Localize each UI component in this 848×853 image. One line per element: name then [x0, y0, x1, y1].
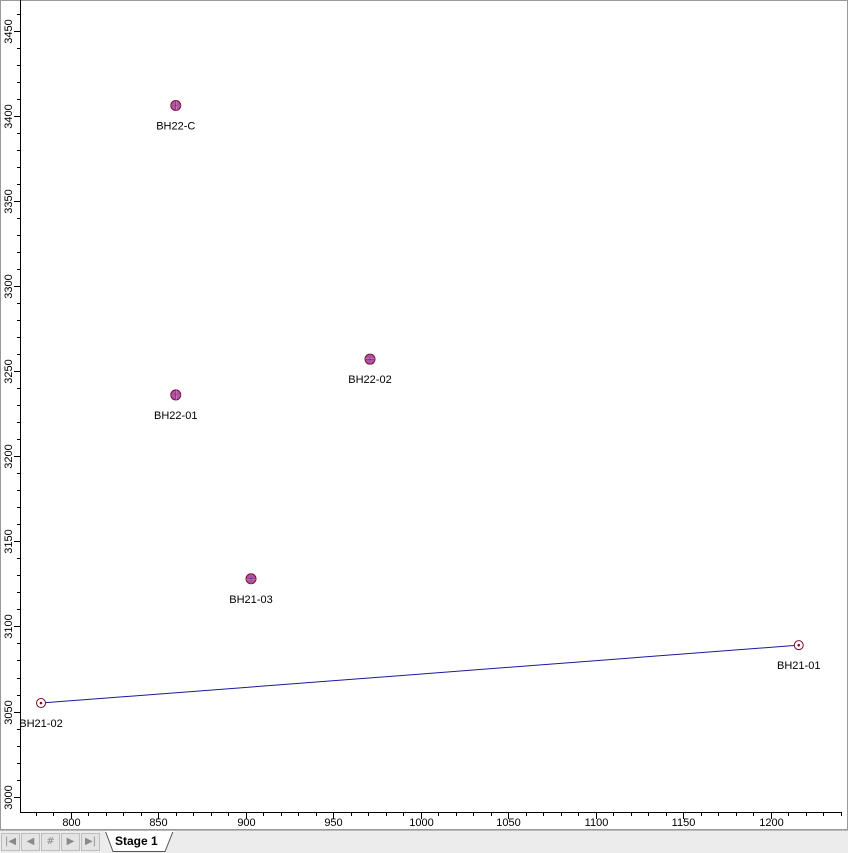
x-tick-label: 900: [237, 817, 255, 829]
y-tick-label: 3150: [3, 529, 15, 553]
borehole-label: BH22-C: [156, 121, 195, 133]
y-tick-label: 3450: [3, 19, 15, 43]
hash-icon[interactable]: #: [41, 833, 60, 851]
y-tick-label: 3100: [3, 614, 15, 638]
borehole-label: BH21-02: [19, 718, 62, 730]
x-tick-label: 1150: [672, 817, 696, 829]
y-tick-label: 3300: [3, 274, 15, 298]
y-tick-label: 3350: [3, 189, 15, 213]
hash-glyph: #: [46, 836, 55, 847]
x-tick-label: 1050: [496, 817, 520, 829]
x-tick-label: 1100: [585, 817, 609, 829]
section-line: [40, 644, 799, 704]
section-lines: [40, 644, 799, 704]
y-tick-label: 3200: [3, 444, 15, 468]
borehole-plan-chart[interactable]: 800 850 900 950 1000 1050 1100 1150 1200 3000 3050…: [0, 0, 848, 830]
x-tick-label: 800: [62, 817, 80, 829]
y-tick-label: 3000: [3, 785, 15, 809]
last-icon[interactable]: ▶|: [81, 833, 100, 851]
major-ticks: [14, 31, 772, 819]
prev-icon[interactable]: ◀: [21, 833, 40, 851]
first-icon[interactable]: |◀: [1, 833, 20, 851]
tab-stage-label: Stage 1: [115, 834, 158, 848]
sheet-tab-bar: |◀ ◀ # ▶ ▶| Stage 1: [0, 830, 848, 853]
borehole-marker[interactable]: [170, 100, 182, 112]
borehole-marker[interactable]: [245, 573, 257, 585]
borehole-label: BH22-01: [154, 410, 197, 422]
borehole-marker[interactable]: [170, 389, 182, 401]
x-tick-label: 1200: [759, 817, 783, 829]
tab-shape: [105, 831, 175, 852]
y-tick-label: 3400: [3, 104, 15, 128]
borehole-marker[interactable]: [364, 353, 376, 365]
borehole-label: BH22-02: [348, 374, 391, 386]
y-tick-label: 3250: [3, 359, 15, 383]
borehole-marker[interactable]: [793, 640, 804, 651]
x-tick-label: 1000: [409, 817, 433, 829]
x-tick-label: 850: [149, 817, 167, 829]
borehole-labels: BH22-C BH22-02 BH22-01 BH21-03 BH21-01 BH21-0…: [19, 121, 820, 731]
borehole-markers: [36, 100, 804, 709]
plan-view-frame: 800 850 900 950 1000 1050 1100 1150 1200 3000 3050…: [0, 0, 848, 830]
x-tick-label: 950: [324, 817, 342, 829]
tick-labels: 800 850 900 950 1000 1050 1100 1150 1200 3000 3050…: [3, 19, 784, 829]
plot-border: [0, 0, 848, 830]
borehole-label: BH21-03: [229, 594, 272, 606]
borehole-label: BH21-01: [777, 660, 820, 672]
y-tick-label: 3050: [3, 700, 15, 724]
borehole-marker[interactable]: [36, 698, 46, 709]
next-icon[interactable]: ▶: [61, 833, 80, 851]
